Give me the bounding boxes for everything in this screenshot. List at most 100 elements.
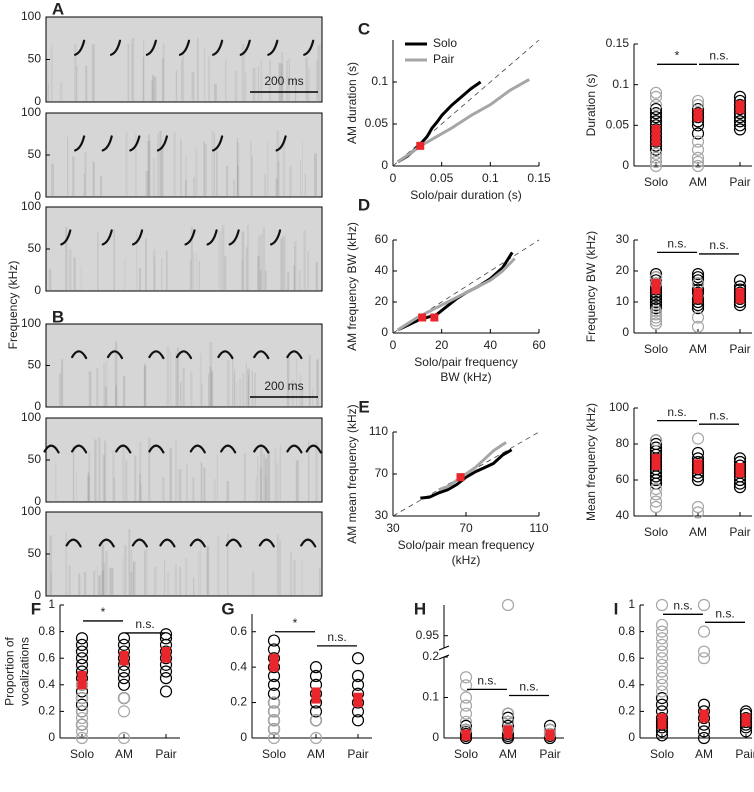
x-axis-label: Solo/pair frequency xyxy=(414,355,517,369)
data-point xyxy=(351,714,365,727)
significance-label: * xyxy=(675,49,680,63)
x-tick-label: 110 xyxy=(529,521,548,535)
y-tick-label: 0.2 xyxy=(618,704,635,718)
y-tick-label: 20 xyxy=(375,294,389,308)
y-tick-label: 100 xyxy=(21,199,41,213)
y-tick-label: 50 xyxy=(28,452,42,466)
syllable xyxy=(156,135,169,152)
data-point xyxy=(649,107,663,120)
data-point xyxy=(691,320,705,333)
x-tick-label: 0 xyxy=(390,338,397,352)
spectrogram-background xyxy=(45,112,323,198)
x-axis-label: Solo/pair mean frequency xyxy=(398,538,535,552)
series-line xyxy=(438,441,507,492)
x-axis-label: Solo/pair duration (s) xyxy=(410,188,521,202)
data-point xyxy=(75,698,89,711)
spectrogram-background xyxy=(45,16,323,103)
data-point xyxy=(733,123,747,136)
x-tick-label: 0.1 xyxy=(482,171,499,185)
median-marker xyxy=(503,725,513,735)
x-tick-label: Solo xyxy=(650,747,674,761)
data-point xyxy=(655,658,669,671)
data-point xyxy=(649,308,663,321)
y-tick-label: 110 xyxy=(369,424,388,438)
data-point xyxy=(309,661,323,674)
data-point xyxy=(117,678,131,691)
syllable xyxy=(189,538,206,548)
syllable xyxy=(303,39,315,56)
x-tick-label: Pair xyxy=(155,747,176,761)
data-point xyxy=(351,669,365,683)
data-point xyxy=(697,652,711,665)
y-tick-label: 0 xyxy=(34,399,41,413)
y-tick-label: 0.1 xyxy=(422,690,439,704)
panel-letter: F xyxy=(31,599,41,618)
median-marker xyxy=(651,453,661,463)
syllable xyxy=(267,39,279,56)
data-point xyxy=(649,437,663,451)
y-tick-label: 0 xyxy=(628,730,635,744)
syllable xyxy=(43,444,60,454)
syllable xyxy=(189,444,206,454)
data-point xyxy=(75,725,89,738)
data-point xyxy=(267,678,281,691)
syllable xyxy=(253,350,270,360)
data-point xyxy=(309,669,323,683)
data-point xyxy=(649,488,663,501)
y-tick-label: 0.6 xyxy=(618,650,635,664)
data-point xyxy=(75,731,89,745)
data-point xyxy=(459,671,473,684)
data-point xyxy=(697,625,711,638)
y-axis-label: AM mean frequency (kHz) xyxy=(345,404,359,543)
x-tick-label: AM xyxy=(689,525,707,539)
y-tick-label: 0.4 xyxy=(618,677,635,691)
data-point xyxy=(267,687,281,700)
x-tick-label: AM xyxy=(499,747,517,761)
data-point xyxy=(649,111,663,124)
y-tick-label: 100 xyxy=(21,105,41,119)
data-point xyxy=(117,638,131,652)
significance-label: n.s. xyxy=(135,617,154,631)
syllable xyxy=(212,39,224,56)
data-point xyxy=(75,658,89,671)
data-point xyxy=(655,678,669,691)
y-tick-label: 100 xyxy=(21,9,41,23)
x-tick-label: Solo xyxy=(454,747,478,761)
data-point xyxy=(655,665,669,678)
y-tick-label: 50 xyxy=(28,546,42,560)
x-tick-label: AM xyxy=(307,747,325,761)
data-point xyxy=(501,598,515,612)
data-point xyxy=(649,311,663,324)
y-tick-label: 100 xyxy=(21,410,41,424)
y-tick-label: 0.05 xyxy=(606,118,630,132)
syllable xyxy=(286,350,303,360)
x-tick-label: Solo xyxy=(644,342,668,356)
data-point xyxy=(649,495,663,508)
data-point xyxy=(691,151,705,164)
y-tick-label: 60 xyxy=(375,232,389,246)
y-tick-label: 0 xyxy=(240,730,247,744)
y-tick-label: 80 xyxy=(616,436,630,450)
median-marker xyxy=(418,313,427,322)
data-point xyxy=(655,638,669,652)
data-point xyxy=(649,317,663,330)
data-point xyxy=(655,691,669,705)
x-axis-label: BW (kHz) xyxy=(440,370,491,384)
median-marker xyxy=(651,278,661,288)
y-tick-label: 0 xyxy=(34,189,41,203)
median-marker xyxy=(269,653,279,663)
significance-label: n.s. xyxy=(519,680,538,694)
data-point xyxy=(501,711,515,724)
median-marker xyxy=(699,709,709,719)
data-point xyxy=(733,119,747,132)
data-point xyxy=(697,698,711,711)
syllable xyxy=(269,229,282,246)
y-tick-label: 50 xyxy=(28,358,42,372)
x-tick-label: AM xyxy=(115,747,133,761)
x-tick-label: Pair xyxy=(729,525,750,539)
panel-letter: G xyxy=(221,599,234,618)
y-tick-label: 0 xyxy=(34,588,41,602)
y-tick-label: 60 xyxy=(616,472,630,486)
data-point xyxy=(655,685,669,698)
